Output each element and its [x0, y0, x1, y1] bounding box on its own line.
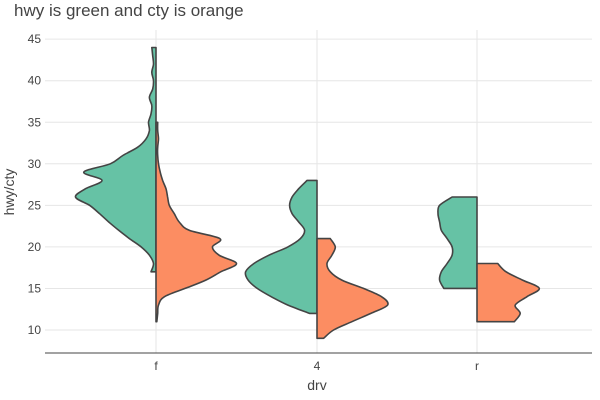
y-ticks: 10 15 20 25 30 35 40 45 [28, 32, 42, 337]
y-tick-label: 40 [28, 74, 42, 88]
violin-f-left [74, 46, 157, 273]
y-axis-label: hwy/cty [1, 169, 17, 216]
y-tick-label: 20 [28, 240, 42, 254]
violins [74, 46, 541, 340]
violin-4-right [316, 237, 389, 340]
violin-r-right [476, 262, 541, 323]
y-tick-label: 30 [28, 157, 42, 171]
x-tick-label: 4 [314, 359, 321, 373]
violin-4-left [244, 179, 318, 315]
y-tick-label: 35 [28, 115, 42, 129]
violin-f-right [155, 121, 238, 323]
chart-title: hwy is green and cty is orange [14, 1, 244, 20]
y-tick-label: 45 [28, 32, 42, 46]
x-axis-label: drv [307, 377, 326, 393]
y-tick-label: 25 [28, 198, 42, 212]
y-tick-label: 15 [28, 281, 42, 295]
x-tick-label: f [154, 359, 158, 373]
x-ticks: f 4 r [154, 359, 479, 373]
y-tick-label: 10 [28, 323, 42, 337]
violin-r-left [437, 196, 478, 290]
x-tick-label: r [475, 359, 479, 373]
